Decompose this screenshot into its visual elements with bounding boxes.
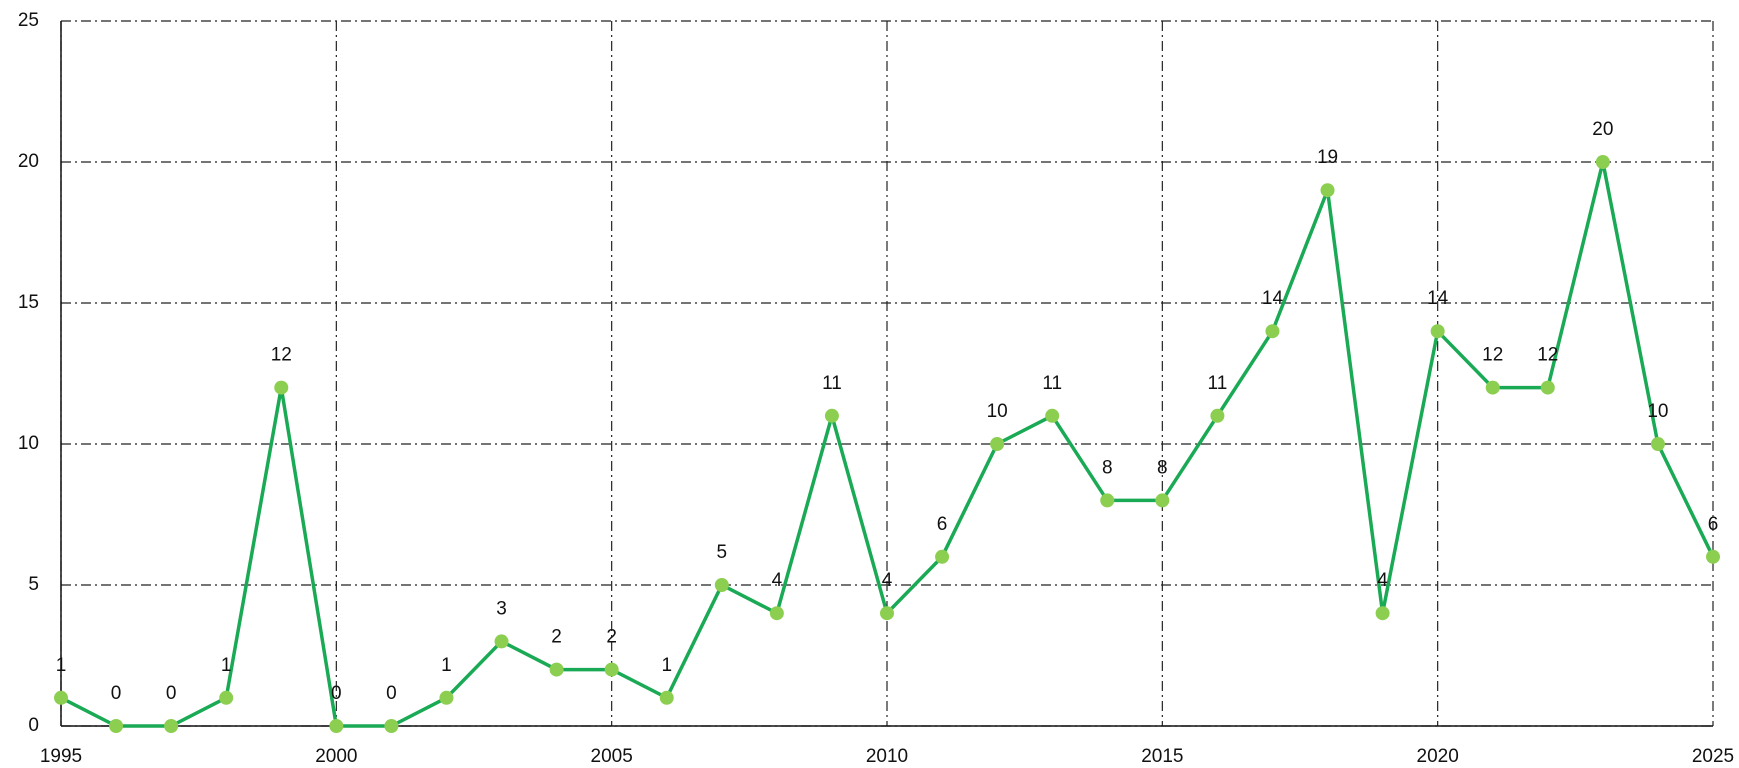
y-tick-label: 10 — [18, 433, 39, 454]
data-label: 14 — [1262, 288, 1284, 309]
point — [1485, 380, 1500, 395]
point — [1595, 155, 1610, 169]
point — [274, 380, 289, 395]
x-tick-label: 1995 — [40, 746, 82, 767]
data-label: 6 — [1708, 514, 1719, 535]
point — [935, 549, 950, 564]
data-label: 4 — [772, 570, 783, 591]
point — [1650, 437, 1665, 451]
data-label: 4 — [882, 570, 893, 591]
point — [494, 634, 509, 649]
point — [714, 578, 729, 592]
point — [164, 719, 179, 733]
point — [439, 690, 454, 705]
data-label: 0 — [386, 683, 397, 704]
point — [1265, 324, 1280, 339]
point — [1155, 493, 1170, 508]
data-label: 19 — [1317, 147, 1338, 168]
point — [769, 606, 784, 621]
data-label: 20 — [1592, 119, 1613, 140]
data-label: 3 — [496, 598, 507, 619]
x-tick-label: 2020 — [1417, 746, 1459, 767]
x-tick-label: 2000 — [315, 746, 357, 767]
data-label: 1 — [56, 655, 67, 676]
data-label: 5 — [717, 542, 728, 563]
point — [549, 662, 564, 677]
point — [1100, 493, 1115, 508]
x-tick-label: 2015 — [1141, 746, 1183, 767]
point — [659, 690, 674, 705]
data-label: 11 — [1208, 373, 1228, 394]
data-label: 0 — [331, 683, 342, 704]
y-tick-label: 20 — [18, 151, 39, 172]
point — [1210, 408, 1225, 423]
data-label: 8 — [1102, 457, 1113, 478]
y-tick-label: 0 — [28, 715, 39, 736]
data-label: 0 — [166, 683, 177, 704]
point — [219, 690, 234, 705]
point — [109, 719, 124, 733]
data-label: 14 — [1427, 288, 1449, 309]
point — [384, 719, 399, 733]
data-label: 0 — [111, 683, 122, 704]
data-label: 10 — [987, 401, 1008, 422]
point — [990, 437, 1005, 451]
data-label: 6 — [937, 514, 948, 535]
point — [880, 606, 894, 621]
data-label: 8 — [1157, 457, 1168, 478]
point — [1320, 183, 1335, 198]
point — [54, 690, 68, 705]
y-tick-label: 25 — [18, 10, 39, 31]
point — [604, 662, 619, 677]
data-label: 11 — [822, 373, 842, 394]
data-label: 11 — [1042, 373, 1062, 394]
data-label: 1 — [661, 655, 672, 676]
x-tick-label: 2005 — [591, 746, 633, 767]
data-label: 2 — [606, 627, 617, 648]
data-label: 12 — [271, 345, 292, 366]
point — [1430, 324, 1445, 339]
point — [1045, 408, 1060, 423]
point — [1375, 606, 1390, 621]
data-label: 4 — [1377, 570, 1388, 591]
point — [824, 408, 839, 423]
data-label: 12 — [1482, 345, 1503, 366]
y-tick-label: 15 — [18, 292, 39, 313]
x-tick-label: 2010 — [866, 746, 908, 767]
point — [329, 719, 344, 733]
point — [1706, 549, 1720, 564]
point — [1540, 380, 1555, 395]
data-label: 1 — [441, 655, 452, 676]
x-tick-label: 2025 — [1692, 746, 1734, 767]
data-label: 10 — [1647, 401, 1668, 422]
y-tick-label: 5 — [28, 574, 39, 595]
data-label: 12 — [1537, 345, 1558, 366]
data-label: 2 — [551, 627, 562, 648]
data-label: 1 — [221, 655, 232, 676]
